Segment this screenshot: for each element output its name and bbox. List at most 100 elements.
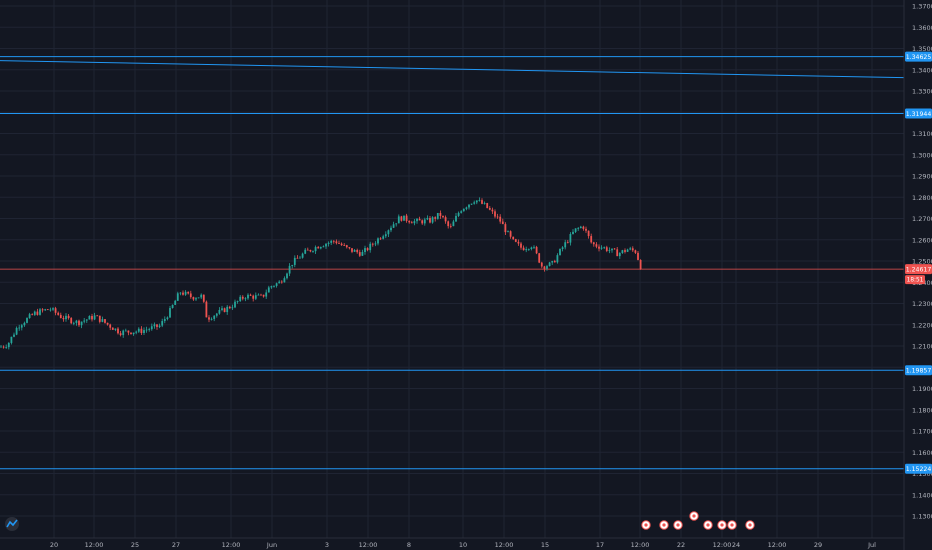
candle-body [46, 309, 49, 311]
x-tick-label: 27 [172, 541, 180, 549]
candle-body [366, 248, 369, 251]
event-marker-icon[interactable] [659, 520, 669, 530]
candle-body [52, 308, 54, 310]
candle-body [299, 257, 301, 259]
candle-body [501, 221, 504, 225]
candle-body [384, 234, 387, 237]
y-tick-label: 1.36000 [912, 24, 932, 32]
y-tick-label: 1.16000 [912, 449, 932, 457]
candle-body [262, 294, 265, 297]
level-price-tag [905, 463, 932, 474]
candle-body [525, 249, 528, 251]
candle-body [426, 218, 429, 220]
event-marker-icon[interactable] [689, 511, 699, 521]
level-price-tag [905, 108, 932, 119]
level-price-label: 1.15224 [906, 466, 932, 473]
event-marker-icon[interactable] [703, 520, 713, 530]
candle-body [98, 315, 101, 322]
candle-body [369, 243, 372, 251]
countdown-label: 18:51 [907, 278, 924, 284]
candle-body [436, 212, 439, 219]
candle-body [226, 306, 229, 313]
candle-body [319, 246, 322, 249]
candle-body [33, 311, 36, 315]
trendline[interactable] [0, 60, 905, 79]
x-tick-label: 10 [459, 541, 467, 549]
candle-body [514, 239, 517, 242]
candle-body [135, 331, 138, 333]
event-marker-icon[interactable] [745, 520, 755, 530]
y-tick-label: 1.31000 [912, 130, 932, 138]
candle-body [572, 231, 574, 235]
candle-body [356, 249, 359, 253]
candle-body [353, 249, 356, 252]
candle-body [161, 321, 164, 326]
candle-body [2, 346, 5, 348]
candle-body [213, 315, 216, 319]
candle-body [280, 281, 283, 283]
candle-body [257, 294, 260, 296]
candle-body [348, 247, 351, 249]
event-marker-icon[interactable] [717, 520, 727, 530]
candle-body [101, 319, 104, 322]
event-marker-icon[interactable] [641, 520, 651, 530]
candle-body [223, 308, 226, 313]
candle-body [88, 315, 91, 320]
candle-body [124, 330, 127, 332]
candles-layer [0, 197, 642, 350]
x-tick-label: 29 [814, 541, 822, 549]
x-tick-label: 12:00 [85, 541, 104, 549]
y-tick-label: 1.17000 [912, 428, 932, 436]
candle-body [122, 330, 125, 336]
candle-body [72, 322, 75, 324]
candle-body [551, 261, 554, 263]
candle-body [174, 300, 177, 305]
candle-body [309, 250, 312, 252]
current-price-label: 1.24617 [906, 267, 932, 274]
x-tick-label: 17 [596, 541, 604, 549]
candle-body [371, 243, 374, 245]
candle-body [624, 250, 626, 252]
event-marker-icon[interactable] [727, 520, 737, 530]
candle-body [418, 218, 421, 221]
candle-body [382, 236, 385, 239]
candle-body [39, 309, 41, 315]
candle-body [559, 248, 561, 256]
candle-body [504, 224, 507, 233]
candle-body [301, 253, 304, 258]
y-tick-label: 1.27000 [912, 215, 932, 223]
candle-body [106, 322, 109, 325]
candle-body [210, 318, 213, 320]
candle-body [85, 319, 88, 321]
candle-body [70, 318, 73, 324]
candle-body [325, 243, 327, 247]
candle-body [590, 236, 593, 243]
candle-body [416, 218, 418, 222]
candle-body [317, 247, 320, 249]
candle-body [44, 309, 47, 311]
candle-body [166, 317, 169, 320]
candle-body [104, 319, 106, 323]
candle-body [200, 294, 203, 298]
candle-body [26, 318, 28, 323]
event-markers[interactable] [641, 511, 755, 530]
candle-body [509, 231, 512, 237]
candle-body [585, 228, 587, 231]
candle-body [520, 243, 522, 248]
logo[interactable] [5, 517, 19, 531]
event-marker-icon[interactable] [673, 520, 683, 530]
candle-body [234, 301, 236, 308]
candle-body [202, 294, 205, 302]
level-price-label: 1.34625 [906, 54, 932, 61]
candle-body [205, 301, 208, 318]
candle-body [306, 249, 309, 251]
candle-body [132, 332, 135, 335]
candle-body [312, 251, 314, 252]
candle-body [351, 248, 353, 252]
y-tick-label: 1.19000 [912, 385, 932, 393]
horizontal-levels[interactable] [0, 56, 905, 470]
x-tick-label: 12:00 [631, 541, 650, 549]
candle-body [153, 324, 156, 327]
